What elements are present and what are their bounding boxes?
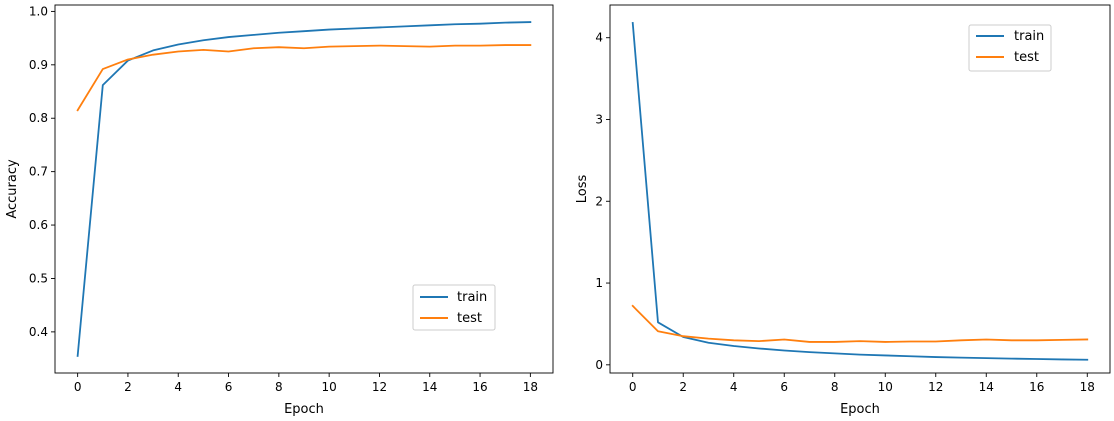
accuracy-x-tick-label: 6 [225,380,233,394]
accuracy-chart: 0 2 4 6 8 10 12 14 16 18 0.4 0.5 0.6 0.7 0.8 0.9 1.0 Epo… [5,4,554,417]
loss-x-tick-label: 18 [1080,380,1095,394]
accuracy-x-tick-label: 16 [472,380,487,394]
accuracy-train-line [76,21,532,357]
accuracy-x-tick-label: 18 [523,380,538,394]
loss-x-tick-label: 8 [831,380,839,394]
accuracy-x-tick-label: 2 [124,380,132,394]
accuracy-legend: train test [412,284,496,331]
accuracy-x-tick-label: 4 [174,380,182,394]
loss-x-tick-label: 12 [928,380,943,394]
accuracy-y-tick-label: 0.8 [29,111,48,125]
loss-test-line [631,304,1089,343]
accuracy-test-line [76,44,532,112]
loss-x-tick-label: 14 [979,380,994,394]
loss-x-tick-label: 0 [629,380,637,394]
accuracy-x-tick-label: 12 [372,380,387,394]
accuracy-legend-train-label: train [457,290,487,305]
accuracy-y-axis-label: Accuracy [5,159,20,219]
loss-y-tick-label: 1 [595,276,603,290]
accuracy-legend-test-label: test [457,311,482,326]
loss-x-tick-label: 4 [730,380,738,394]
loss-y-tick-label: 0 [595,358,603,372]
loss-x-tick-label: 6 [780,380,788,394]
accuracy-x-tick-label: 14 [422,380,437,394]
loss-train-line [631,22,1089,361]
loss-legend-train-label: train [1014,29,1044,44]
loss-x-tick-label: 10 [878,380,893,394]
loss-legend: train test [968,24,1052,72]
loss-y-axis-label: Loss [575,175,590,204]
loss-x-axis-label: Epoch [840,402,880,417]
loss-legend-test-label: test [1014,50,1039,65]
accuracy-y-tick-label: 0.5 [29,271,48,285]
accuracy-x-tick-label: 10 [322,380,337,394]
loss-y-tick-label: 3 [595,112,603,126]
accuracy-y-tick-label: 0.6 [29,218,48,232]
loss-y-tick-label: 2 [595,194,603,208]
accuracy-y-tick-label: 0.4 [29,325,48,339]
accuracy-y-tick-label: 0.7 [29,165,48,179]
loss-x-tick-label: 16 [1029,380,1044,394]
accuracy-x-axis-label: Epoch [284,402,324,417]
loss-x-tick-label: 2 [679,380,687,394]
accuracy-x-tick-label: 8 [275,380,283,394]
loss-y-tick-label: 4 [595,31,603,45]
accuracy-y-tick-label: 0.9 [29,58,48,72]
accuracy-y-tick-label: 1.0 [29,4,48,18]
accuracy-x-tick-label: 0 [74,380,82,394]
